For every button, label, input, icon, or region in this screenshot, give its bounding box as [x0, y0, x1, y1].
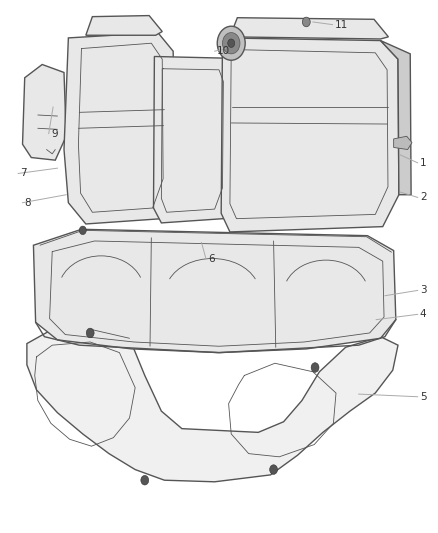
Text: 2: 2: [420, 192, 427, 203]
Polygon shape: [64, 33, 175, 224]
Circle shape: [311, 363, 319, 372]
Polygon shape: [33, 229, 396, 353]
Text: 11: 11: [335, 20, 348, 30]
Polygon shape: [153, 56, 232, 223]
Text: 1: 1: [420, 158, 427, 168]
Polygon shape: [230, 18, 389, 39]
Circle shape: [228, 39, 235, 47]
Text: 8: 8: [25, 198, 32, 208]
Text: 3: 3: [420, 286, 427, 295]
Circle shape: [302, 17, 310, 27]
Circle shape: [141, 475, 149, 485]
Polygon shape: [394, 136, 412, 150]
Circle shape: [86, 328, 94, 338]
Text: 5: 5: [420, 392, 427, 402]
Polygon shape: [381, 41, 411, 195]
Text: 7: 7: [20, 168, 27, 179]
Text: 9: 9: [51, 128, 57, 139]
Text: 4: 4: [420, 309, 427, 319]
Text: 10: 10: [217, 46, 230, 56]
Circle shape: [79, 226, 86, 235]
Circle shape: [270, 465, 278, 474]
Circle shape: [223, 33, 240, 54]
Polygon shape: [22, 64, 66, 160]
Text: 6: 6: [208, 254, 215, 263]
Circle shape: [217, 26, 245, 60]
Polygon shape: [27, 329, 398, 482]
Polygon shape: [221, 38, 399, 232]
Polygon shape: [86, 15, 162, 35]
